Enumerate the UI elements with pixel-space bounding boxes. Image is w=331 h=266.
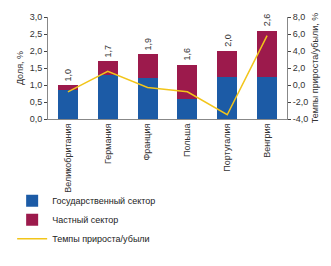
svg-text:Доля, %: Доля, % — [15, 51, 25, 85]
svg-text:4,0: 4,0 — [293, 46, 306, 56]
svg-text:Частный сектор: Частный сектор — [52, 215, 118, 225]
svg-text:Франция: Франция — [143, 123, 153, 160]
svg-text:Польша: Польша — [182, 124, 192, 157]
svg-text:2,0: 2,0 — [293, 63, 306, 73]
svg-text:1,7: 1,7 — [103, 45, 113, 58]
svg-text:6,0: 6,0 — [293, 29, 306, 39]
svg-text:Венгрия: Венгрия — [262, 123, 272, 157]
svg-text:2,0: 2,0 — [223, 34, 233, 47]
svg-text:Португалия: Португалия — [222, 123, 232, 171]
svg-text:1,6: 1,6 — [182, 48, 192, 61]
svg-text:3,0: 3,0 — [30, 12, 43, 22]
svg-text:Германия: Германия — [103, 123, 113, 163]
svg-text:1,0: 1,0 — [63, 69, 73, 82]
svg-text:Великобритания: Великобритания — [63, 123, 73, 192]
svg-text:2,6: 2,6 — [262, 14, 272, 27]
svg-text:1,9: 1,9 — [143, 38, 153, 51]
svg-text:-2,0: -2,0 — [293, 97, 309, 107]
svg-text:Темпы прироста/убыли, %: Темпы прироста/убыли, % — [310, 13, 320, 123]
svg-text:-4,0: -4,0 — [293, 114, 309, 124]
svg-text:1,5: 1,5 — [30, 63, 43, 73]
svg-text:2,5: 2,5 — [30, 29, 43, 39]
svg-text:0,0: 0,0 — [293, 80, 306, 90]
svg-text:2,0: 2,0 — [30, 46, 43, 56]
svg-text:0,5: 0,5 — [30, 97, 43, 107]
svg-text:Государственный сектор: Государственный сектор — [52, 196, 155, 206]
svg-text:8,0: 8,0 — [293, 12, 306, 22]
svg-text:1,0: 1,0 — [30, 80, 43, 90]
svg-text:0,0: 0,0 — [30, 114, 43, 124]
svg-text:Темпы прироста/убыли: Темпы прироста/убыли — [52, 234, 149, 244]
